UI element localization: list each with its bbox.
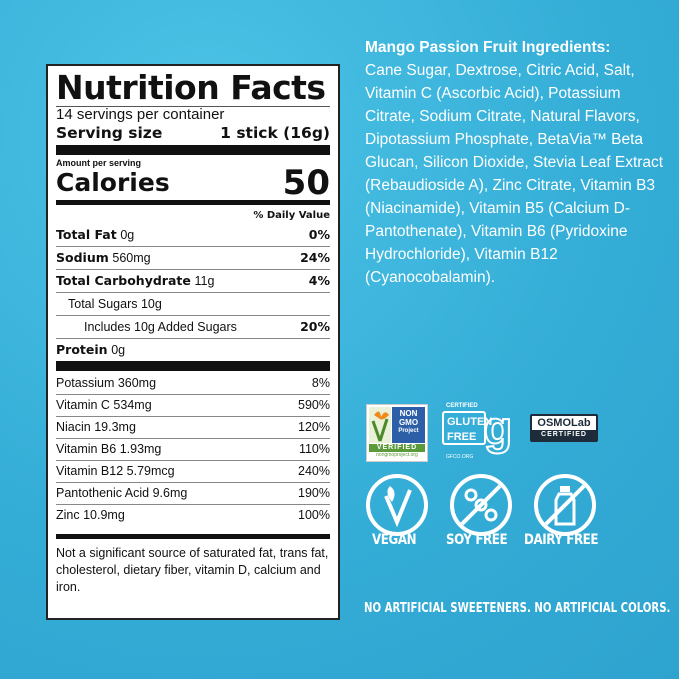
no-dairy-icon [534, 474, 596, 536]
footnote: Not a significant source of saturated fa… [56, 546, 329, 594]
ingredients-text: Cane Sugar, Dextrose, Citric Acid, Salt,… [365, 62, 664, 286]
nutrient-dv: 24% [300, 250, 330, 265]
nutrient-amount: 0g [120, 228, 135, 242]
ingredients: Mango Passion Fruit Ingredients: Cane Su… [365, 36, 665, 289]
micronutrient-dv: 590% [298, 398, 330, 412]
calories-label: Calories [56, 168, 170, 197]
serving-size-label: Serving size [56, 124, 163, 142]
daily-value-header: % Daily Value [253, 210, 330, 221]
nutrient-amount: Total Sugars 10g [68, 297, 162, 311]
nutrient-name: Total Fat [56, 227, 117, 242]
serving-size: Serving size 1 stick (16g) [56, 123, 330, 143]
g-logo-icon: g [483, 402, 513, 454]
leaf-v-icon [366, 474, 428, 536]
micronutrient-dv: 120% [298, 420, 330, 434]
micronutrient-name: Vitamin B6 1.93mg [56, 442, 162, 456]
micronutrient-name: Potassium 360mg [56, 376, 157, 390]
micronutrient-row: Vitamin B6 1.93mg 110% [56, 438, 330, 460]
tagline: NO ARTIFICIAL SWEETENERS. NO ARTIFICIAL … [364, 601, 671, 616]
nutrient-row: Total Carbohydrate 11g 4% [56, 269, 330, 292]
micronutrient-name: Pantothenic Acid 9.6mg [56, 486, 188, 500]
micronutrient-row: Vitamin C 534mg 590% [56, 394, 330, 416]
micronutrient-dv: 240% [298, 464, 330, 478]
nutrient-row: Total Sugars 10g [56, 292, 330, 315]
nutrient-dv: 20% [300, 319, 330, 334]
micronutrient-row: Vitamin B12 5.79mcg 240% [56, 460, 330, 482]
micronutrient-row: Pantothenic Acid 9.6mg 190% [56, 482, 330, 504]
micronutrient-row: Potassium 360mg 8% [56, 373, 330, 394]
nutrient-amount: 560mg [112, 251, 151, 265]
nutrient-row: Total Fat 0g 0% [56, 224, 330, 246]
non-gmo-badge: NON GMO Project VERIFIED nongmoproject.org [366, 404, 428, 462]
calories-value: 50 [282, 163, 330, 203]
no-soy-icon [450, 474, 512, 536]
serving-size-value: 1 stick (16g) [220, 124, 330, 142]
micronutrient-name: Vitamin B12 5.79mcg [56, 464, 175, 478]
nutrient-dv: 0% [308, 227, 330, 242]
micronutrient-name: Vitamin C 534mg [56, 398, 152, 412]
nutrient-dv: 4% [308, 273, 330, 288]
micronutrient-row: Niacin 19.3mg 120% [56, 416, 330, 438]
label-title: Nutrition Facts [56, 68, 326, 107]
calories-row: Calories 50 [56, 163, 330, 203]
micronutrient-dv: 110% [298, 442, 330, 456]
nutrient-amount: 0g [111, 343, 126, 357]
gluten-free-badge: CERTIFIED GLUTEN FREE g GFCO.ORG [442, 403, 516, 463]
nutrition-facts-label: Nutrition Facts 14 servings per containe… [46, 64, 340, 620]
micronutrient-row: Zinc 10.9mg 100% [56, 504, 330, 526]
vegan-label: VEGAN [372, 532, 417, 548]
ingredients-heading: Mango Passion Fruit Ingredients: [365, 39, 611, 56]
nutrient-amount: 11g [194, 274, 215, 288]
micronutrient-dv: 190% [298, 486, 330, 500]
servings-per-container: 14 servings per container [56, 106, 225, 123]
nutrient-name: Protein [56, 342, 108, 357]
amount-per-serving: Amount per serving [56, 158, 142, 168]
osmolab-badge: OSMOLab CERTIFIED [530, 414, 598, 442]
nutrient-amount: Includes 10g Added Sugars [84, 320, 237, 334]
micronutrient-name: Zinc 10.9mg [56, 508, 125, 522]
soy-free-label: SOY FREE [446, 532, 508, 548]
nutrient-name: Total Carbohydrate [56, 273, 191, 288]
dairy-free-label: DAIRY FREE [524, 532, 599, 548]
micronutrient-name: Niacin 19.3mg [56, 420, 136, 434]
nutrient-row: Includes 10g Added Sugars 20% [56, 315, 330, 338]
nutrient-row: Protein 0g [56, 338, 330, 361]
micronutrient-dv: 8% [311, 376, 330, 390]
nutrient-row: Sodium 560mg 24% [56, 246, 330, 269]
micronutrient-dv: 100% [298, 508, 330, 522]
nutrient-name: Sodium [56, 250, 109, 265]
